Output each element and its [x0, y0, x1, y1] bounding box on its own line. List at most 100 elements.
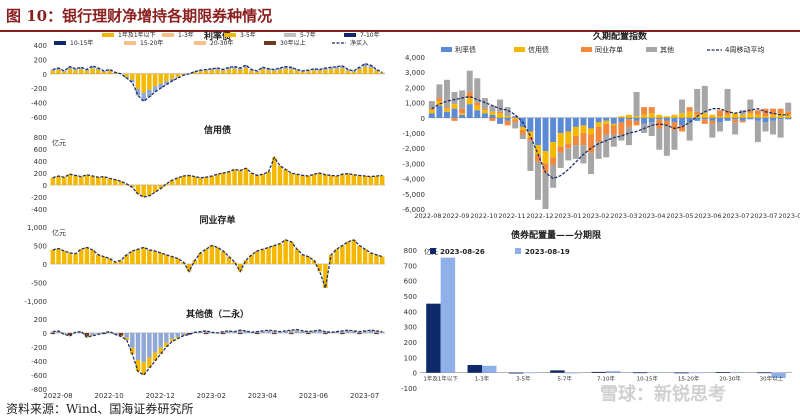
duration-bar-同业存单 [497, 111, 504, 114]
panel0-bar [334, 68, 339, 74]
panel3-bar [124, 333, 129, 338]
panel3-bar-secondary [135, 359, 141, 372]
panel0-bar-secondary [78, 67, 84, 70]
panel3-xtick-6: 2023-07 [350, 392, 379, 399]
duration-bar-同业存单 [550, 157, 557, 165]
panel1-bar [50, 177, 56, 185]
duration-bar-信用债 [785, 114, 792, 118]
duration-bar-其他 [489, 105, 496, 112]
rate-legend-swatch-1 [162, 33, 174, 37]
panel3-bar [294, 330, 300, 333]
panel3-bar-extra [203, 333, 209, 335]
panel1-bar [181, 176, 186, 185]
panel0-bar [249, 70, 254, 74]
panel0-bar-secondary [277, 68, 283, 70]
panel0-bar [317, 70, 322, 74]
panel1-bar [220, 173, 226, 185]
figure-title: 图 10：银行理财净增持各期限券种情况 [6, 7, 273, 25]
panel0-bar [130, 73, 135, 80]
duration-bar-其他 [732, 122, 739, 135]
panel0-bar [232, 68, 237, 74]
panel0-bar [73, 70, 78, 74]
duration-bar-利率债 [534, 117, 541, 146]
duration-bar-同业存单 [572, 136, 579, 146]
panel3-bar [277, 332, 283, 333]
duration-bar-利率债 [739, 117, 746, 121]
panel0-bar [220, 70, 226, 74]
duration-bar-信用债 [557, 133, 564, 147]
panel2-ytick-2: 0 [43, 261, 47, 269]
duration-bar-利率债 [497, 117, 504, 124]
allocation-xtick-1: 1-3年 [475, 375, 490, 383]
duration-bar-信用债 [489, 111, 496, 115]
panel3-title: 其他债（二永） [186, 308, 249, 320]
duration-bar-其他 [497, 99, 504, 112]
duration-bar-其他 [459, 90, 466, 109]
duration-legend-label-1: 信用债 [528, 45, 549, 54]
panel0-bar-secondary [374, 69, 379, 71]
duration-bar-信用债 [679, 113, 686, 118]
duration-bar-信用债 [603, 120, 610, 124]
allocation-bar-2023-08-19 [482, 365, 497, 373]
panel0-bar-secondary [340, 65, 345, 69]
panel2-bar [147, 249, 152, 264]
duration-bar-同业存单 [580, 133, 587, 146]
duration-bar-同业存单 [451, 117, 458, 121]
rate-legend-swatch-3 [284, 33, 296, 37]
duration-bar-同业存单 [785, 111, 792, 115]
allocation-bar-2023-08-26 [508, 372, 524, 374]
panel0-bar [61, 71, 67, 74]
panel3-bar [96, 333, 101, 334]
panel3-bar [107, 332, 112, 333]
panel0-bar [368, 67, 374, 74]
panel2-bar [323, 264, 328, 289]
duration-bar-利率债 [777, 117, 784, 120]
duration-bar-利率债 [656, 117, 663, 120]
panel3-bar [220, 332, 226, 333]
allocation-xtick-8: 30年以上 [760, 375, 784, 383]
panel3-bar-extra [255, 333, 260, 335]
panel0-bar [351, 71, 357, 74]
panel0-bar [362, 66, 368, 74]
duration-bar-信用债 [671, 114, 678, 118]
panel0-bar-secondary [141, 92, 146, 102]
duration-bar-同业存单 [701, 119, 708, 124]
panel3-bar-secondary [158, 347, 163, 354]
panel0-bar [300, 71, 305, 74]
allocation-legend-swatch-0 [430, 248, 436, 254]
panel0-bar-secondary [362, 63, 368, 67]
duration-bar-利率债 [610, 117, 617, 124]
duration-bar-同业存单 [663, 120, 670, 126]
panel2-ytick-4: -1,000 [24, 298, 47, 306]
panel3-bar [164, 333, 169, 343]
panel0-bar [277, 69, 283, 74]
panel0-bar-secondary [334, 66, 339, 69]
panel1-ytick-1: 600 [34, 146, 47, 154]
panel0-ytick-0: 400 [34, 42, 47, 50]
duration-bar-利率债 [489, 114, 496, 118]
allocation-bar-2023-08-19 [523, 372, 538, 374]
panel2-bar [198, 252, 203, 264]
allocation-ytick-5: 300 [404, 324, 417, 332]
duration-bar-其他 [754, 120, 761, 143]
panel1-bar [67, 174, 73, 185]
panel3-xtick-0: 2022-08 [43, 392, 72, 399]
duration-bar-其他 [770, 120, 777, 135]
panel1-ytick-2: 400 [34, 158, 47, 166]
panel3-ytick-1: 0 [43, 330, 47, 338]
panel2-bar [311, 260, 317, 264]
panel2-bar [141, 247, 146, 264]
panel2-bar [209, 245, 215, 264]
panel3-xtick-4: 2023-04 [248, 392, 278, 399]
panel2-ytick-0: 1,000 [27, 224, 47, 232]
duration-bar-其他 [443, 79, 450, 108]
panel0-bar [323, 69, 328, 74]
panel0-bar [255, 71, 260, 74]
panel2-bar [107, 258, 112, 264]
duration-bar-信用债 [701, 113, 708, 118]
duration-bar-同业存单 [565, 143, 572, 149]
duration-bar-信用债 [588, 128, 595, 135]
rate-legend-swatch-5 [54, 41, 66, 45]
duration-bar-其他 [694, 88, 701, 112]
